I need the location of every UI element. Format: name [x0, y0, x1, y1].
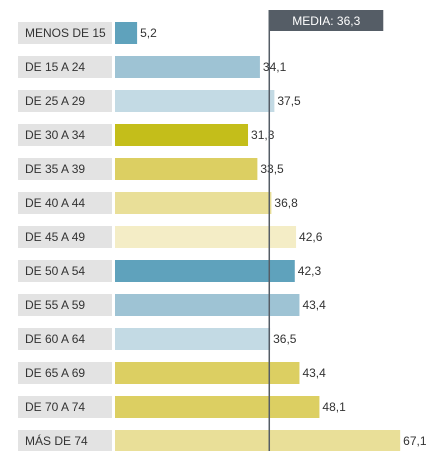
bar-row: DE 60 A 64 36,5 — [18, 328, 297, 350]
category-label: DE 60 A 64 — [25, 332, 85, 346]
category-label: DE 70 A 74 — [25, 400, 85, 414]
data-label: 42,6 — [299, 230, 323, 244]
category-label-box — [18, 90, 112, 112]
category-label: DE 45 A 49 — [25, 230, 85, 244]
category-label-box — [18, 158, 112, 180]
bar — [115, 56, 260, 78]
bar — [115, 158, 258, 180]
bar — [115, 430, 401, 451]
category-label-box — [18, 396, 112, 418]
data-label: 37,5 — [277, 94, 301, 108]
data-label: 42,3 — [298, 264, 322, 278]
category-label: DE 65 A 69 — [25, 366, 85, 380]
bar-row: DE 15 A 24 34,1 — [18, 56, 287, 78]
category-label: DE 35 A 39 — [25, 162, 85, 176]
category-label-box — [18, 124, 112, 146]
category-label: MÁS DE 74 — [25, 433, 88, 448]
bar-row: MENOS DE 15 5,2 — [18, 22, 157, 44]
bar-row: DE 35 A 39 33,5 — [18, 158, 284, 180]
bar-row: MÁS DE 74 67,1 — [18, 430, 427, 451]
bar-row: DE 50 A 54 42,3 — [18, 260, 321, 282]
category-label: DE 55 A 59 — [25, 298, 85, 312]
bar-row: DE 45 A 49 42,6 — [18, 226, 323, 248]
category-label-box — [18, 22, 112, 44]
category-label-box — [18, 294, 112, 316]
bar — [115, 124, 249, 146]
data-label: 67,1 — [403, 434, 427, 448]
category-label: MENOS DE 15 — [25, 26, 106, 40]
category-label-box — [18, 192, 112, 214]
bar-row: DE 30 A 34 31,3 — [18, 124, 275, 146]
data-label: 31,3 — [251, 128, 275, 142]
bar-row: DE 40 A 44 36,8 — [18, 192, 298, 214]
category-label-box — [18, 362, 112, 384]
category-label-box — [18, 260, 112, 282]
mean-label-box — [269, 10, 384, 31]
bar — [115, 362, 300, 384]
category-label: DE 25 A 29 — [25, 94, 85, 108]
category-label-box — [18, 56, 112, 78]
category-label: DE 30 A 34 — [25, 128, 85, 142]
bar — [115, 226, 297, 248]
mean-label: MEDIA: 36,3 — [292, 14, 360, 28]
bar-row: DE 55 A 59 43,4 — [18, 294, 326, 316]
bar — [115, 396, 320, 418]
bar — [115, 328, 271, 350]
category-label: DE 40 A 44 — [25, 196, 85, 210]
bar — [115, 294, 300, 316]
data-label: 5,2 — [140, 26, 157, 40]
category-label-box — [18, 328, 112, 350]
data-label: 33,5 — [260, 162, 284, 176]
category-label: DE 15 A 24 — [25, 60, 85, 74]
data-label: 48,1 — [322, 400, 346, 414]
data-label: 36,5 — [273, 332, 297, 346]
category-label-box — [18, 430, 112, 451]
data-label: 34,1 — [263, 60, 287, 74]
data-label: 36,8 — [274, 196, 298, 210]
data-label: 43,4 — [302, 298, 326, 312]
bar — [115, 260, 295, 282]
bar-row: DE 70 A 74 48,1 — [18, 396, 346, 418]
bar — [115, 22, 138, 44]
bar-row: DE 65 A 69 43,4 — [18, 362, 326, 384]
bar — [115, 90, 275, 112]
bar-row: DE 25 A 29 37,5 — [18, 90, 301, 112]
category-label-box — [18, 226, 112, 248]
data-label: 43,4 — [302, 366, 326, 380]
bar — [115, 192, 272, 214]
category-label: DE 50 A 54 — [25, 264, 85, 278]
